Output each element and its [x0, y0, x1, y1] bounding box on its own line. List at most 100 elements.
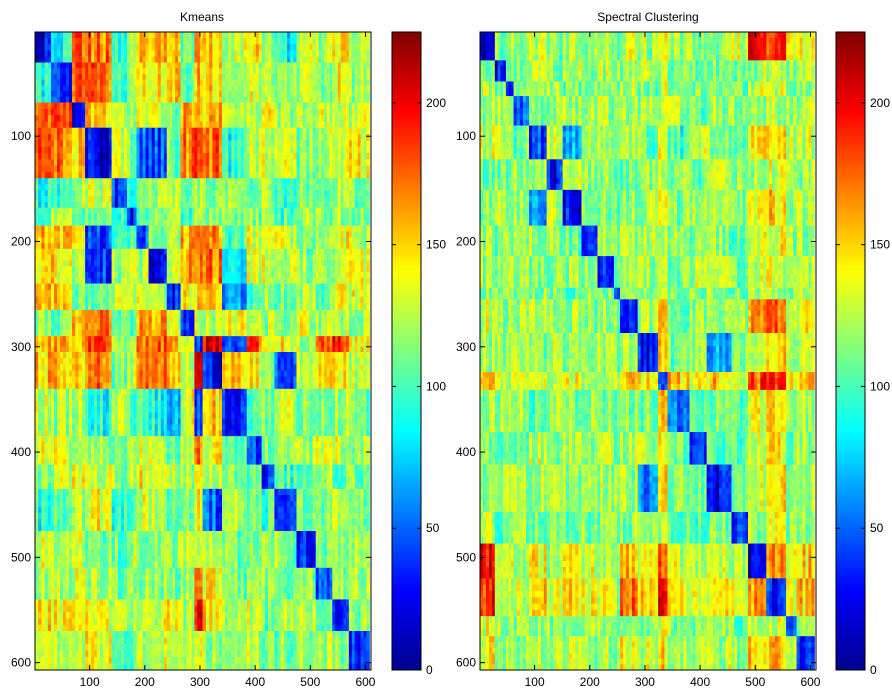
kmeans-heatmap-cell	[183, 146, 187, 154]
kmeans-heatmap-cell	[357, 73, 361, 80]
kmeans-heatmap-cell	[302, 85, 307, 92]
kmeans-heatmap-cell	[136, 159, 140, 167]
kmeans-heatmap-cell	[142, 96, 146, 103]
kmeans-heatmap-cell	[59, 115, 64, 122]
kmeans-heatmap-cell	[357, 201, 361, 209]
kmeans-heatmap-cell	[105, 184, 110, 191]
kmeans-heatmap-cell	[268, 213, 272, 221]
kmeans-heatmap-cell	[133, 140, 137, 148]
kmeans-heatmap-cell	[160, 102, 165, 110]
kmeans-heatmap-cell	[127, 260, 131, 267]
kmeans-heatmap-cell	[175, 260, 179, 267]
kmeans-heatmap-cell	[255, 140, 260, 148]
kmeans-heatmap-cell	[151, 62, 156, 69]
kmeans-heatmap-cell	[111, 50, 116, 57]
kmeans-heatmap-cell	[102, 134, 107, 141]
kmeans-heatmap-cell	[337, 184, 341, 191]
kmeans-heatmap-cell	[85, 266, 89, 273]
kmeans-heatmap-cell	[312, 134, 317, 141]
kmeans-heatmap-cell	[343, 62, 347, 69]
kmeans-heatmap-cell	[246, 121, 251, 129]
kmeans-heatmap-cell	[194, 159, 198, 167]
kmeans-heatmap-cell	[163, 50, 168, 57]
kmeans-heatmap-cell	[175, 50, 179, 57]
kmeans-heatmap-cell	[318, 140, 322, 148]
kmeans-heatmap-cell	[194, 146, 198, 154]
kmeans-heatmap-cell	[81, 127, 86, 135]
kmeans-heatmap-cell	[136, 213, 140, 221]
kmeans-heatmap-cell	[357, 260, 361, 267]
kmeans-heatmap-cell	[191, 153, 195, 160]
kmeans-heatmap-cell	[357, 196, 361, 203]
kmeans-heatmap-cell	[59, 172, 64, 179]
kmeans-heatmap-cell	[202, 134, 207, 141]
kmeans-heatmap-cell	[363, 102, 367, 110]
kmeans-heatmap-cell	[169, 190, 173, 197]
kmeans-heatmap-cell	[151, 115, 156, 122]
kmeans-heatmap-cell	[340, 121, 344, 129]
kmeans-heatmap-cell	[111, 178, 116, 185]
kmeans-heatmap-cell	[139, 79, 143, 86]
kmeans-heatmap-cell	[154, 260, 159, 267]
kmeans-heatmap-cell	[252, 201, 257, 209]
kmeans-heatmap-cell	[81, 172, 86, 179]
kmeans-heatmap-cell	[258, 140, 263, 148]
kmeans-heatmap-cell	[180, 225, 184, 232]
kmeans-heatmap-cell	[130, 56, 134, 63]
kmeans-heatmap-cell	[133, 207, 137, 215]
kmeans-heatmap-cell	[108, 79, 112, 86]
kmeans-heatmap-cell	[222, 254, 226, 261]
kmeans-heatmap-cell	[271, 32, 275, 39]
kmeans-heatmap-cell	[186, 172, 190, 179]
kmeans-heatmap-cell	[71, 79, 76, 86]
kmeans-heatmap-cell	[306, 32, 310, 39]
kmeans-heatmap-cell	[117, 146, 122, 154]
kmeans-heatmap-cell	[120, 237, 125, 244]
kmeans-heatmap-cell	[120, 50, 125, 57]
kmeans-heatmap-cell	[274, 115, 278, 122]
kmeans-heatmap-cell	[351, 62, 356, 69]
kmeans-heatmap-cell	[264, 277, 269, 284]
kmeans-heatmap-cell	[299, 121, 304, 129]
kmeans-heatmap-cell	[271, 219, 275, 227]
kmeans-heatmap-cell	[234, 121, 238, 129]
kmeans-heatmap-cell	[357, 207, 361, 215]
kmeans-heatmap-cell	[280, 102, 285, 110]
kmeans-heatmap-cell	[218, 121, 223, 129]
kmeans-heatmap-cell	[88, 140, 92, 148]
kmeans-heatmap-cell	[180, 44, 184, 51]
kmeans-heatmap-cell	[133, 79, 137, 86]
kmeans-heatmap-cell	[99, 102, 104, 110]
kmeans-heatmap-cell	[102, 266, 107, 273]
kmeans-heatmap-cell	[163, 231, 168, 238]
kmeans-heatmap-cell	[38, 283, 42, 291]
kmeans-heatmap-cell	[91, 165, 95, 173]
kmeans-heatmap-cell	[274, 102, 278, 110]
kmeans-heatmap-cell	[47, 68, 52, 75]
kmeans-heatmap-cell	[280, 165, 285, 173]
kmeans-heatmap-cell	[163, 85, 168, 92]
kmeans-heatmap-cell	[81, 32, 86, 39]
kmeans-heatmap-cell	[133, 172, 137, 179]
kmeans-heatmap-cell	[81, 201, 86, 209]
kmeans-heatmap-cell	[114, 56, 119, 63]
kmeans-heatmap-cell	[133, 248, 137, 255]
kmeans-heatmap-cell	[357, 172, 361, 179]
kmeans-heatmap-cell	[99, 254, 104, 261]
kmeans-heatmap-cell	[348, 272, 353, 279]
kmeans-heatmap-cell	[329, 108, 333, 116]
kmeans-heatmap-cell	[354, 68, 358, 75]
kmeans-heatmap-cell	[54, 91, 58, 98]
kmeans-heatmap-cell	[240, 38, 245, 45]
kmeans-heatmap-cell	[56, 272, 61, 279]
kmeans-heatmap-cell	[237, 50, 241, 57]
kmeans-heatmap-cell	[293, 146, 297, 154]
kmeans-heatmap-cell	[124, 248, 128, 255]
kmeans-heatmap-cell	[127, 127, 131, 135]
kmeans-heatmap-cell	[127, 248, 131, 255]
kmeans-heatmap-cell	[346, 115, 350, 122]
kmeans-heatmap-cell	[306, 115, 310, 122]
kmeans-heatmap-cell	[99, 79, 104, 86]
kmeans-heatmap-cell	[148, 266, 152, 273]
kmeans-heatmap-cell	[68, 196, 73, 203]
